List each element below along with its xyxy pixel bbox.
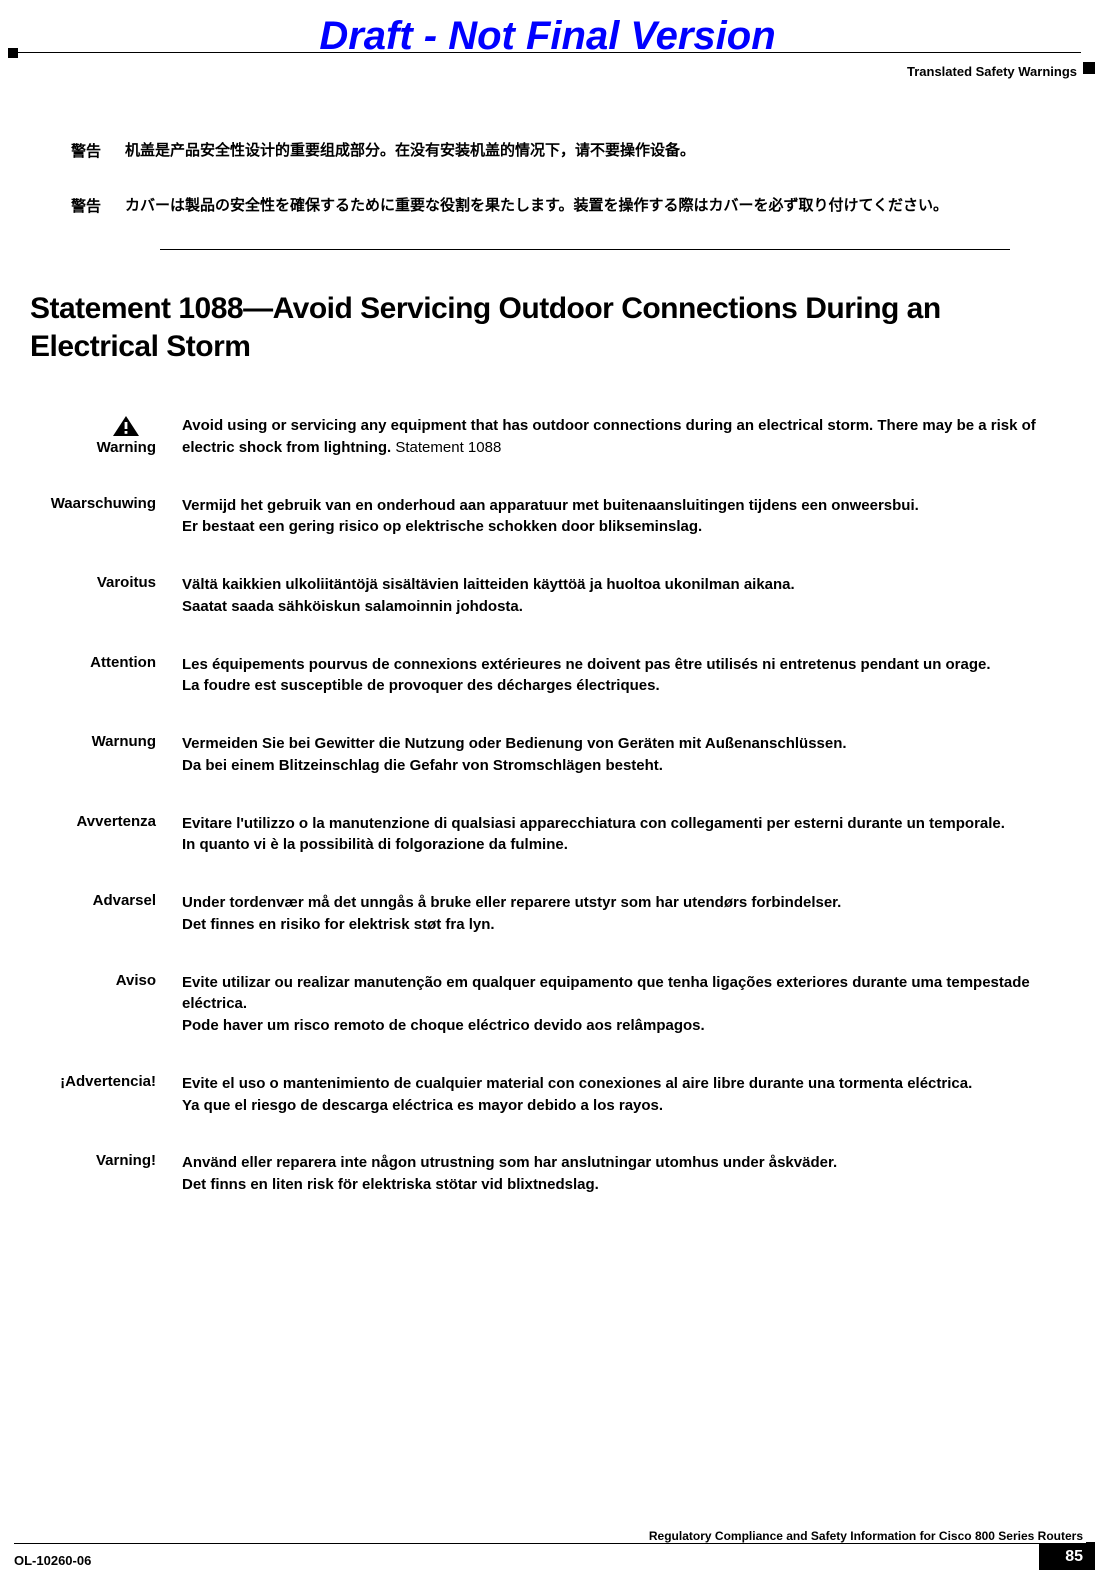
- footer-doc-id: OL-10260-06: [14, 1547, 91, 1568]
- translated-warning-text: Evite el uso o mantenimiento de cualquie…: [182, 1073, 1065, 1117]
- translated-warning-row: AttentionLes équipements pourvus de conn…: [30, 654, 1065, 698]
- translated-warning-label: Avvertenza: [30, 813, 182, 857]
- statement-heading: Statement 1088—Avoid Servicing Outdoor C…: [30, 290, 1065, 365]
- footer-bottom-row: OL-10260-06 85: [14, 1544, 1095, 1570]
- translated-warning-row: AdvarselUnder tordenvær må det unngås å …: [30, 892, 1065, 936]
- warning-text-ja: カバーは製品の安全性を確保するために重要な役割を果たします。装置を操作する際はカ…: [125, 195, 1065, 218]
- primary-warning-label-col: Warning: [30, 415, 182, 459]
- translated-warning-line: Pode haver um risco remoto de choque elé…: [182, 1015, 1065, 1037]
- section-divider: [160, 249, 1010, 250]
- translated-warning-label: Aviso: [30, 972, 182, 1037]
- header-marker-icon: [1083, 62, 1095, 74]
- page-content: 警告 机盖是产品安全性设计的重要组成部分。在没有安装机盖的情况下，请不要操作设备…: [30, 140, 1065, 1232]
- translated-warnings-container: WaarschuwingVermijd het gebruik van en o…: [30, 495, 1065, 1196]
- translated-warning-line: Les équipements pourvus de connexions ex…: [182, 654, 1065, 676]
- translated-warning-line: La foudre est susceptible de provoquer d…: [182, 675, 1065, 697]
- primary-warning-label: Warning: [97, 439, 156, 456]
- translated-warning-label: ¡Advertencia!: [30, 1073, 182, 1117]
- translated-warning-text: Vältä kaikkien ulkoliitäntöjä sisältävie…: [182, 574, 1065, 618]
- translated-warning-row: WarnungVermeiden Sie bei Gewitter die Nu…: [30, 733, 1065, 777]
- warning-triangle-icon: [112, 415, 140, 437]
- statement-reference: Statement 1088: [395, 439, 501, 456]
- translated-warning-row: AvvertenzaEvitare l'utilizzo o la manute…: [30, 813, 1065, 857]
- page-footer: Regulatory Compliance and Safety Informa…: [14, 1547, 1095, 1570]
- translated-warning-line: Evite utilizar ou realizar manutenção em…: [182, 972, 1065, 1016]
- warning-icon-block: Warning: [97, 415, 156, 456]
- translated-warning-row: VaroitusVältä kaikkien ulkoliitäntöjä si…: [30, 574, 1065, 618]
- translated-warning-line: Använd eller reparera inte någon utrustn…: [182, 1152, 1065, 1174]
- translated-warning-label: Varning!: [30, 1152, 182, 1196]
- primary-warning-text: Avoid using or servicing any equipment t…: [182, 415, 1065, 459]
- warning-label-zh: 警告: [30, 140, 125, 163]
- warning-row-ja: 警告 カバーは製品の安全性を確保するために重要な役割を果たします。装置を操作する…: [30, 195, 1065, 218]
- translated-warning-line: Saatat saada sähköiskun salamoinnin johd…: [182, 596, 1065, 618]
- primary-warning-row: Warning Avoid using or servicing any equ…: [30, 415, 1065, 459]
- translated-warning-line: Vermijd het gebruik van en onderhoud aan…: [182, 495, 1065, 517]
- translated-warning-line: Evite el uso o mantenimiento de cualquie…: [182, 1073, 1065, 1095]
- translated-warning-row: ¡Advertencia!Evite el uso o mantenimient…: [30, 1073, 1065, 1117]
- translated-warning-text: Evite utilizar ou realizar manutenção em…: [182, 972, 1065, 1037]
- translated-warning-row: WaarschuwingVermijd het gebruik van en o…: [30, 495, 1065, 539]
- translated-warning-text: Les équipements pourvus de connexions ex…: [182, 654, 1065, 698]
- translated-warning-line: Da bei einem Blitzeinschlag die Gefahr v…: [182, 755, 1065, 777]
- translated-warning-line: Det finns en liten risk för elektriska s…: [182, 1174, 1065, 1196]
- footer-doc-title: Regulatory Compliance and Safety Informa…: [14, 1529, 1095, 1543]
- translated-warning-line: Vermeiden Sie bei Gewitter die Nutzung o…: [182, 733, 1065, 755]
- translated-warning-line: Vältä kaikkien ulkoliitäntöjä sisältävie…: [182, 574, 1065, 596]
- translated-warning-label: Waarschuwing: [30, 495, 182, 539]
- primary-warning-body: Avoid using or servicing any equipment t…: [182, 417, 1036, 456]
- translated-warning-line: Ya que el riesgo de descarga eléctrica e…: [182, 1095, 1065, 1117]
- translated-warning-line: Evitare l'utilizzo o la manutenzione di …: [182, 813, 1065, 835]
- translated-warning-label: Varoitus: [30, 574, 182, 618]
- header-rule: [14, 52, 1081, 53]
- translated-warning-label: Advarsel: [30, 892, 182, 936]
- translated-warning-row: Varning!Använd eller reparera inte någon…: [30, 1152, 1065, 1196]
- translated-warning-text: Under tordenvær må det unngås å bruke el…: [182, 892, 1065, 936]
- translated-warning-line: Er bestaat een gering risico op elektris…: [182, 516, 1065, 538]
- translated-warning-text: Vermeiden Sie bei Gewitter die Nutzung o…: [182, 733, 1065, 777]
- translated-warning-text: Evitare l'utilizzo o la manutenzione di …: [182, 813, 1065, 857]
- translated-warning-text: Använd eller reparera inte någon utrustn…: [182, 1152, 1065, 1196]
- translated-warning-line: In quanto vi è la possibilità di folgora…: [182, 834, 1065, 856]
- warning-row-zh: 警告 机盖是产品安全性设计的重要组成部分。在没有安装机盖的情况下，请不要操作设备…: [30, 140, 1065, 163]
- translated-warning-line: Det finnes en risiko for elektrisk støt …: [182, 914, 1065, 936]
- translated-warning-line: Under tordenvær må det unngås å bruke el…: [182, 892, 1065, 914]
- translated-warning-row: AvisoEvite utilizar ou realizar manutenç…: [30, 972, 1065, 1037]
- translated-warning-label: Warnung: [30, 733, 182, 777]
- warning-label-ja: 警告: [30, 195, 125, 218]
- translated-warning-text: Vermijd het gebruik van en onderhoud aan…: [182, 495, 1065, 539]
- warning-text-zh: 机盖是产品安全性设计的重要组成部分。在没有安装机盖的情况下，请不要操作设备。: [125, 140, 1065, 163]
- translated-warning-label: Attention: [30, 654, 182, 698]
- header-section-title: Translated Safety Warnings: [907, 64, 1077, 79]
